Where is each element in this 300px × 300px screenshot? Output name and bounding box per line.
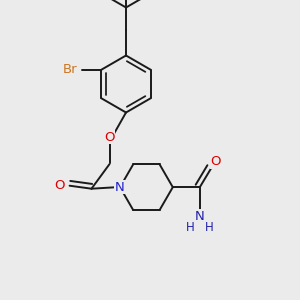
Text: H: H xyxy=(186,221,195,234)
Text: H: H xyxy=(205,221,214,234)
Text: N: N xyxy=(115,181,125,194)
Text: O: O xyxy=(54,179,64,192)
Text: O: O xyxy=(211,155,221,168)
Text: N: N xyxy=(195,210,205,223)
Text: O: O xyxy=(104,130,115,144)
Text: Br: Br xyxy=(63,63,77,76)
